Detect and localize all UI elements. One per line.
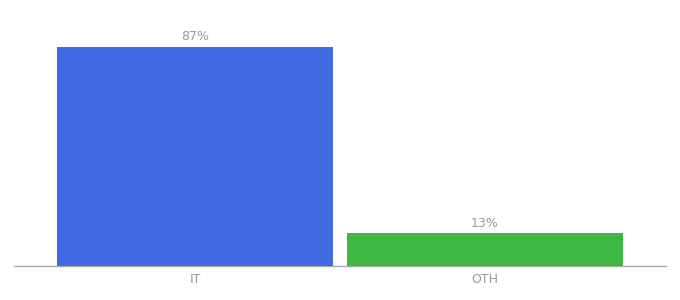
Bar xyxy=(57,47,333,266)
Bar xyxy=(347,233,623,266)
Text: 13%: 13% xyxy=(471,217,499,230)
Text: 87%: 87% xyxy=(181,30,209,43)
